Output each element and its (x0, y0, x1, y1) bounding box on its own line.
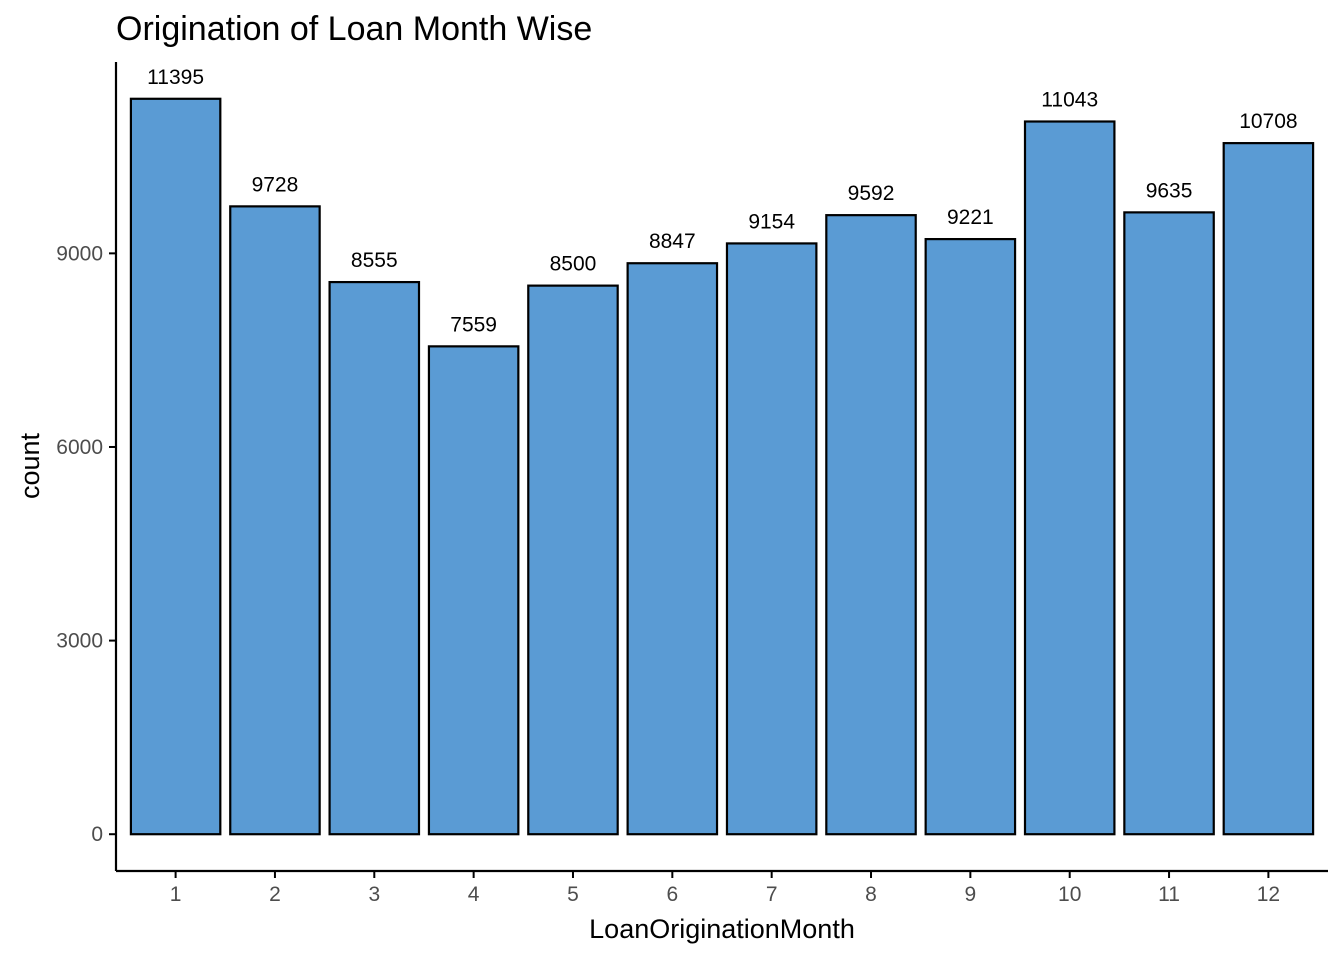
bar-7 (725, 242, 818, 836)
x-tick-label-6: 6 (666, 883, 678, 906)
bar-8 (825, 214, 917, 836)
data-label-4: 7559 (450, 313, 497, 336)
x-axis: 1 2 3 4 5 6 7 8 9 10 11 12 (116, 869, 1328, 906)
data-label-6: 8847 (649, 230, 696, 253)
y-tick-label-0: 0 (91, 823, 103, 846)
data-label-1: 11395 (147, 66, 204, 89)
x-tick-label-8: 8 (865, 883, 877, 906)
y-axis: 0 3000 6000 9000 (56, 62, 118, 871)
bar-9 (924, 237, 1017, 836)
x-tick-label-2: 2 (269, 883, 281, 906)
x-tick-label-3: 3 (368, 883, 380, 906)
y-axis-title: count (15, 432, 45, 499)
bars-layer (129, 97, 1315, 836)
data-label-3: 8555 (351, 249, 398, 272)
data-label-9: 9221 (947, 206, 994, 229)
data-label-7: 9154 (748, 210, 795, 233)
x-tick-label-12: 12 (1257, 883, 1280, 906)
data-labels-layer: 11395 9728 8555 7559 8500 8847 9154 9592 9221 110… (147, 66, 1297, 337)
bar-4 (427, 345, 520, 836)
chart-title: Origination of Loan Month Wise (116, 10, 592, 48)
x-tick-label-4: 4 (468, 883, 480, 906)
x-tick-label-1: 1 (170, 883, 182, 906)
data-label-8: 9592 (848, 182, 895, 205)
y-tick-label-3000: 3000 (56, 630, 103, 653)
bar-3 (328, 280, 421, 836)
y-tick-label-9000: 9000 (56, 242, 103, 265)
x-tick-label-10: 10 (1058, 883, 1081, 906)
bar-5 (527, 284, 619, 836)
bar-6 (626, 262, 719, 836)
x-tick-label-11: 11 (1158, 883, 1180, 906)
x-tick-label-7: 7 (766, 883, 778, 906)
data-label-12: 10708 (1239, 110, 1297, 133)
bar-11 (1123, 211, 1215, 836)
data-label-11: 9635 (1146, 179, 1193, 202)
data-label-10: 11043 (1041, 89, 1098, 112)
bar-2 (229, 205, 321, 836)
bar-1 (129, 97, 222, 836)
x-axis-title: LoanOriginationMonth (589, 914, 855, 944)
bar-12 (1222, 142, 1315, 836)
y-tick-label-6000: 6000 (56, 436, 103, 459)
bar-10 (1023, 120, 1116, 836)
x-tick-label-9: 9 (965, 883, 977, 906)
data-label-2: 9728 (252, 173, 299, 196)
x-tick-label-5: 5 (567, 883, 579, 906)
data-label-5: 8500 (550, 253, 597, 276)
